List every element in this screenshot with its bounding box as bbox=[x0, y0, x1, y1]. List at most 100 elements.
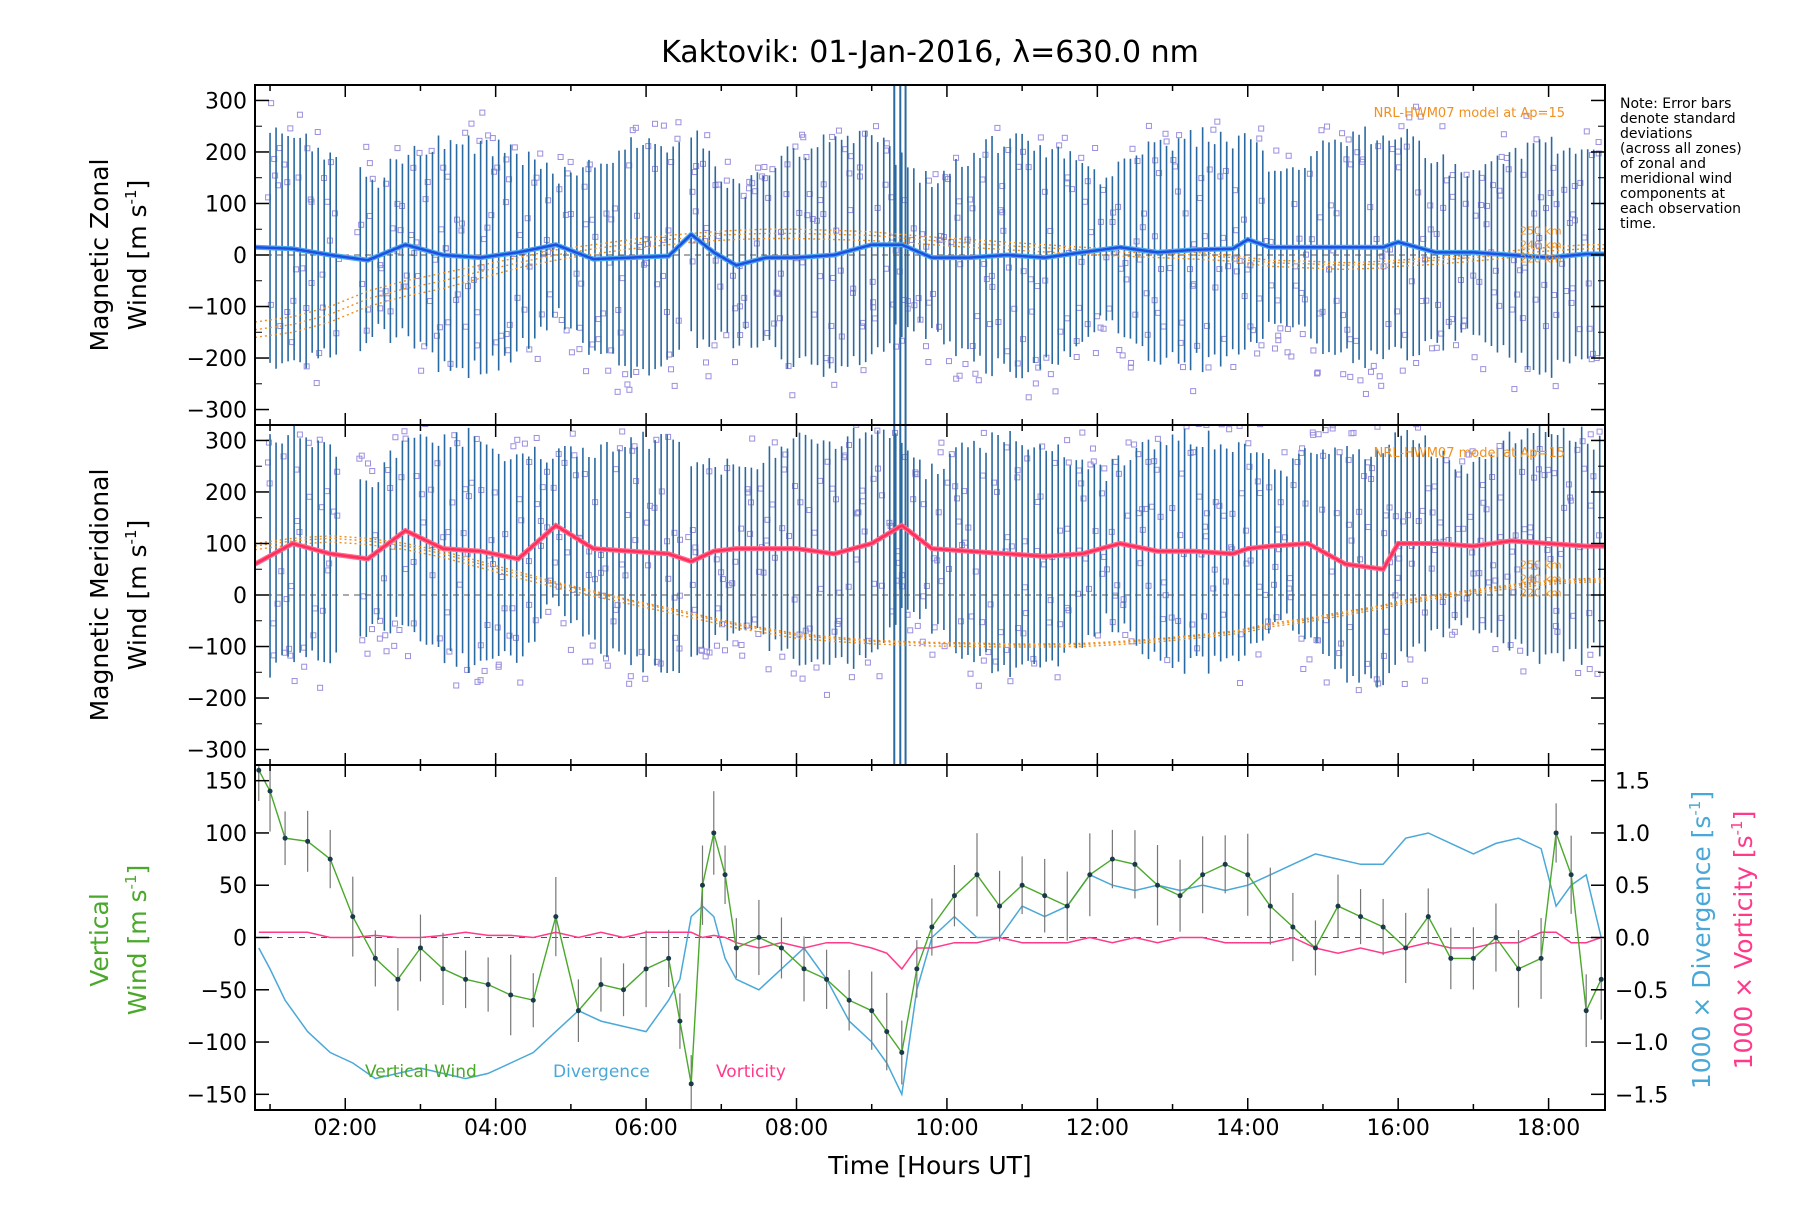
zonal-zone-sample bbox=[416, 149, 423, 156]
meridional-zone-sample bbox=[495, 663, 502, 670]
y-tick-label: 150 bbox=[205, 770, 247, 795]
meridional-zone-sample bbox=[765, 666, 772, 673]
zonal-zone-sample bbox=[765, 194, 772, 201]
meridional-zone-sample bbox=[1195, 425, 1202, 428]
note-line: deviations bbox=[1620, 126, 1692, 142]
zonal-zone-sample bbox=[1064, 315, 1071, 322]
vertical-plot-area bbox=[255, 765, 1605, 1110]
vertical-wind-point bbox=[801, 966, 807, 972]
meridional-zone-sample bbox=[1587, 502, 1594, 509]
meridional-zone-sample bbox=[1375, 680, 1382, 687]
zonal-zone-sample bbox=[1075, 304, 1082, 311]
y-tick-label: −100 bbox=[187, 1031, 247, 1056]
meridional-zone-sample bbox=[1407, 656, 1414, 663]
meridional-zone-sample bbox=[1517, 647, 1524, 654]
zonal-zone-sample bbox=[1042, 277, 1049, 284]
zonal-zone-sample bbox=[436, 324, 443, 331]
zonal-zone-sample bbox=[537, 150, 544, 157]
note-line: components at bbox=[1620, 186, 1726, 202]
zonal-zone-sample bbox=[488, 212, 495, 219]
meridional-zone-sample bbox=[1047, 597, 1054, 604]
zonal-zone-sample bbox=[1310, 347, 1317, 354]
meridional-zone-sample bbox=[460, 530, 467, 537]
zonal-zone-sample bbox=[1052, 388, 1059, 395]
zonal-zone-sample bbox=[1413, 103, 1420, 110]
zonal-zone-sample bbox=[622, 371, 629, 378]
y-tick-label: 200 bbox=[205, 481, 247, 506]
zonal-zone-sample bbox=[1453, 342, 1460, 349]
zonal-zone-sample bbox=[1375, 143, 1382, 150]
note-line: denote standard bbox=[1620, 111, 1736, 127]
zonal-zone-sample bbox=[974, 313, 981, 320]
zonal-zone-sample bbox=[870, 304, 877, 311]
meridional-zone-sample bbox=[420, 519, 427, 526]
meridional-zone-sample bbox=[1348, 430, 1355, 437]
zonal-zone-sample bbox=[771, 320, 778, 327]
zonal-zone-sample bbox=[1492, 267, 1499, 274]
zonal-zone-sample bbox=[502, 199, 509, 206]
zonal-zone-sample bbox=[394, 145, 401, 152]
zonal-zone-sample bbox=[1308, 236, 1315, 243]
meridional-zone-sample bbox=[1437, 519, 1444, 526]
zonal-zone-sample bbox=[287, 125, 294, 132]
meridional-zone-sample bbox=[1465, 451, 1472, 458]
zonal-zone-sample bbox=[831, 381, 838, 388]
zonal-zone-sample bbox=[1347, 373, 1354, 380]
vertical-wind-point bbox=[1568, 872, 1574, 878]
vertical-ylabel-line2: Wind [m s-1] bbox=[122, 865, 152, 1016]
zonal-zone-sample bbox=[1340, 371, 1347, 378]
meridional-zone-sample bbox=[1183, 425, 1190, 430]
zonal-zone-sample bbox=[945, 358, 952, 365]
vertical-wind-point bbox=[1425, 914, 1431, 920]
zonal-zone-sample bbox=[428, 147, 435, 154]
zonal-zone-sample bbox=[563, 327, 570, 334]
meridional-zone-sample bbox=[799, 675, 806, 682]
meridional-zone-sample bbox=[938, 439, 945, 446]
meridional-zone-sample bbox=[604, 662, 611, 669]
vertical-wind-point bbox=[598, 982, 604, 988]
zonal-zone-sample bbox=[1056, 142, 1063, 149]
meridional-zone-sample bbox=[533, 434, 540, 441]
zonal-zone-sample bbox=[969, 205, 976, 212]
meridional-zone-sample bbox=[1553, 607, 1560, 614]
zonal-zone-sample bbox=[704, 132, 711, 139]
zonal-zone-sample bbox=[1317, 214, 1324, 221]
zonal-zone-sample bbox=[1285, 152, 1292, 159]
vertical-wind-point bbox=[951, 893, 957, 899]
zonal-zone-sample bbox=[846, 170, 853, 177]
zonal-zone-sample bbox=[1503, 154, 1510, 161]
zonal-zone-sample bbox=[331, 210, 338, 217]
zonal-zone-sample bbox=[871, 315, 878, 322]
zonal-zone-sample bbox=[506, 321, 513, 328]
meridional-zone-sample bbox=[1238, 490, 1245, 497]
zonal-zone-sample bbox=[955, 198, 962, 205]
y2-tick-label: −1.5 bbox=[1615, 1083, 1668, 1108]
vorticity-ylabel-end: ] bbox=[1729, 811, 1758, 821]
zonal-zone-sample bbox=[632, 124, 639, 131]
meridional-zone-sample bbox=[1257, 425, 1264, 428]
meridional-zone-sample bbox=[560, 620, 567, 627]
zonal-mean-wind-halo bbox=[255, 231, 1605, 268]
meridional-zone-sample bbox=[377, 617, 384, 624]
meridional-zone-sample bbox=[1382, 512, 1389, 519]
zonal-zone-sample bbox=[1370, 362, 1377, 369]
meridional-zone-sample bbox=[985, 649, 992, 656]
meridional-zone-sample bbox=[1408, 560, 1415, 567]
meridional-zone-sample bbox=[1467, 513, 1474, 520]
meridional-zone-sample bbox=[1380, 652, 1387, 659]
zonal-zone-sample bbox=[1099, 186, 1106, 193]
meridional-zone-sample bbox=[405, 653, 412, 660]
zonal-zone-sample bbox=[1020, 336, 1027, 343]
zonal-zone-sample bbox=[1140, 210, 1147, 217]
zonal-zone-sample bbox=[1258, 125, 1265, 132]
zonal-zone-sample bbox=[1449, 172, 1456, 179]
meridional-zone-sample bbox=[958, 618, 965, 625]
zonal-altitude-label: 250 km bbox=[1520, 225, 1562, 238]
zonal-zone-sample bbox=[1277, 325, 1284, 332]
zonal-zone-sample bbox=[1595, 139, 1602, 146]
zonal-zone-sample bbox=[564, 170, 571, 177]
meridional-zone-sample bbox=[1098, 490, 1105, 497]
zonal-zone-sample bbox=[915, 295, 922, 302]
zonal-zone-sample bbox=[925, 177, 932, 184]
meridional-ylabel-unit: Wind [m s bbox=[123, 544, 152, 670]
